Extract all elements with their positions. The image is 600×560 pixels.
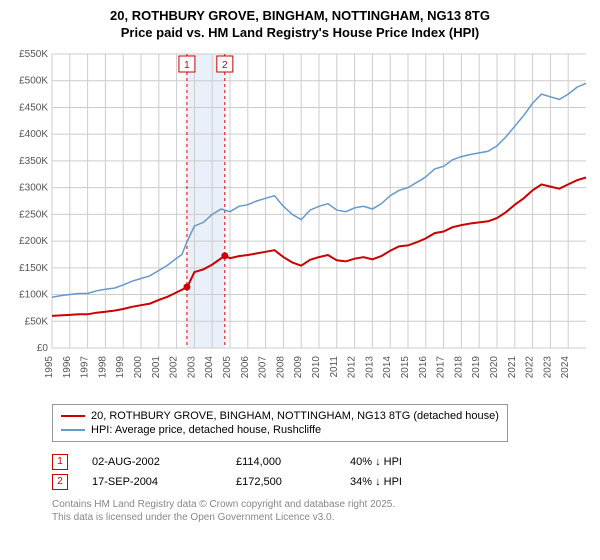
x-tick-label: 2015: [400, 355, 411, 378]
chart-title: 20, ROTHBURY GROVE, BINGHAM, NOTTINGHAM,…: [8, 8, 592, 42]
chart-area: £0 £50K £100K £150K £200K £250K £300K £350K £400…: [8, 48, 592, 398]
sale-row: 1 02-AUG-2002 £114,000 40% ↓ HPI: [52, 452, 592, 472]
x-tick-label: 2005: [222, 355, 233, 378]
sale-price: £172,500: [236, 476, 326, 488]
x-tick-label: 2012: [347, 355, 358, 378]
x-tick-label: 2019: [471, 355, 482, 378]
sale-point: [183, 283, 190, 290]
y-tick-label: £500K: [19, 76, 48, 87]
y-tick-label: £250K: [19, 209, 48, 220]
x-tick-label: 1998: [97, 355, 108, 378]
y-tick-label: £200K: [19, 236, 48, 247]
x-tick-label: 2003: [186, 355, 197, 378]
sale-marker-label: 1: [179, 56, 195, 72]
x-tick-label: 2018: [453, 355, 464, 378]
x-tick-label: 2001: [151, 355, 162, 378]
x-tick-label: 2009: [293, 355, 304, 378]
line-chart: £0 £50K £100K £150K £200K £250K £300K £350K £400…: [8, 48, 592, 398]
x-tick-label: 2000: [133, 355, 144, 378]
legend-label: 20, ROTHBURY GROVE, BINGHAM, NOTTINGHAM,…: [91, 410, 499, 422]
title-line2: Price paid vs. HM Land Registry's House …: [8, 25, 592, 42]
x-tick-label: 2021: [507, 355, 518, 378]
y-tick-label: £350K: [19, 156, 48, 167]
y-tick-label: £50K: [25, 316, 49, 327]
x-tick-label: 2022: [525, 355, 536, 378]
x-tick-label: 1997: [80, 355, 91, 378]
footnote-line2: This data is licensed under the Open Gov…: [52, 511, 592, 524]
marker-band: [187, 54, 225, 348]
x-tick-label: 2011: [329, 355, 340, 377]
y-tick-label: £150K: [19, 263, 48, 274]
svg-text:2: 2: [222, 60, 228, 71]
x-tick-label: 2017: [436, 355, 447, 378]
sale-row-marker: 1: [52, 454, 68, 470]
sale-hpi: 40% ↓ HPI: [350, 456, 450, 468]
legend-row: HPI: Average price, detached house, Rush…: [61, 423, 499, 437]
legend-swatch: [61, 429, 85, 431]
x-tick-label: 1996: [62, 355, 73, 378]
x-tick-label: 2023: [542, 355, 553, 378]
sale-row: 2 17-SEP-2004 £172,500 34% ↓ HPI: [52, 472, 592, 492]
x-tick-label: 2014: [382, 355, 393, 378]
x-tick-label: 1999: [115, 355, 126, 378]
legend-row: 20, ROTHBURY GROVE, BINGHAM, NOTTINGHAM,…: [61, 409, 499, 423]
sale-point: [221, 252, 228, 259]
sale-hpi: 34% ↓ HPI: [350, 476, 450, 488]
y-tick-label: £550K: [19, 49, 48, 60]
legend-label: HPI: Average price, detached house, Rush…: [91, 424, 321, 436]
sales-table: 1 02-AUG-2002 £114,000 40% ↓ HPI 2 17-SEP-200…: [52, 452, 592, 492]
sale-price: £114,000: [236, 456, 326, 468]
sale-marker-label: 2: [217, 56, 233, 72]
legend: 20, ROTHBURY GROVE, BINGHAM, NOTTINGHAM,…: [52, 404, 508, 442]
legend-swatch: [61, 415, 85, 417]
x-tick-label: 2016: [418, 355, 429, 378]
sale-date: 02-AUG-2002: [92, 456, 212, 468]
y-tick-label: £100K: [19, 289, 48, 300]
y-tick-label: £300K: [19, 182, 48, 193]
sale-date: 17-SEP-2004: [92, 476, 212, 488]
x-tick-label: 2013: [364, 355, 375, 378]
footnote-line1: Contains HM Land Registry data © Crown c…: [52, 498, 592, 511]
svg-text:1: 1: [184, 60, 190, 71]
x-tick-label: 2024: [560, 355, 571, 378]
x-tick-label: 2010: [311, 355, 322, 378]
x-tick-label: 2004: [204, 355, 215, 378]
x-tick-label: 1995: [44, 355, 55, 378]
x-tick-label: 2007: [258, 355, 269, 378]
y-tick-label: £450K: [19, 102, 48, 113]
x-tick-label: 2006: [240, 355, 251, 378]
title-line1: 20, ROTHBURY GROVE, BINGHAM, NOTTINGHAM,…: [8, 8, 592, 25]
x-tick-label: 2020: [489, 355, 500, 378]
x-tick-label: 2008: [275, 355, 286, 378]
footnote: Contains HM Land Registry data © Crown c…: [52, 498, 592, 524]
y-tick-label: £400K: [19, 129, 48, 140]
sale-row-marker: 2: [52, 474, 68, 490]
y-tick-label: £0: [37, 343, 49, 354]
x-tick-label: 2002: [169, 355, 180, 378]
